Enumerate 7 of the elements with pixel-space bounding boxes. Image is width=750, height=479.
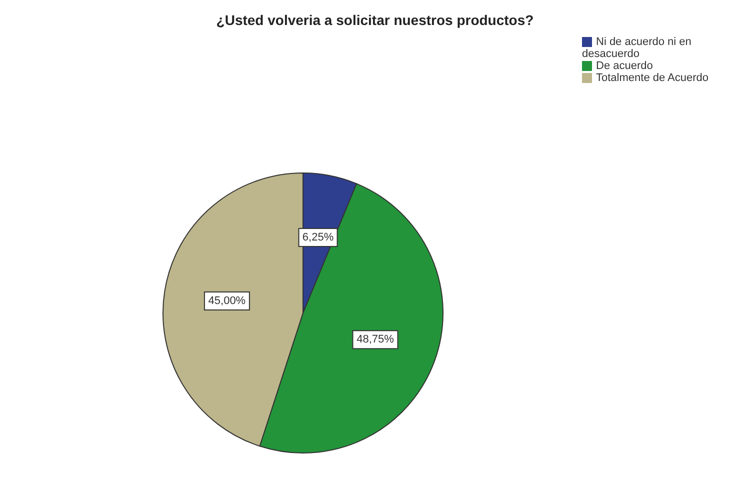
legend-label: De acuerdo [596, 60, 653, 72]
data-label: 48,75% [356, 334, 394, 346]
legend-label: Totalmente de Acuerdo [596, 72, 709, 84]
chart-title: ¿Usted volveria a solicitar nuestros productos? [215, 12, 535, 28]
data-label: 6,25% [302, 231, 334, 244]
legend-label: Ni de acuerdo ni en desacuerdo [582, 36, 692, 60]
data-label: 45,00% [208, 294, 246, 307]
